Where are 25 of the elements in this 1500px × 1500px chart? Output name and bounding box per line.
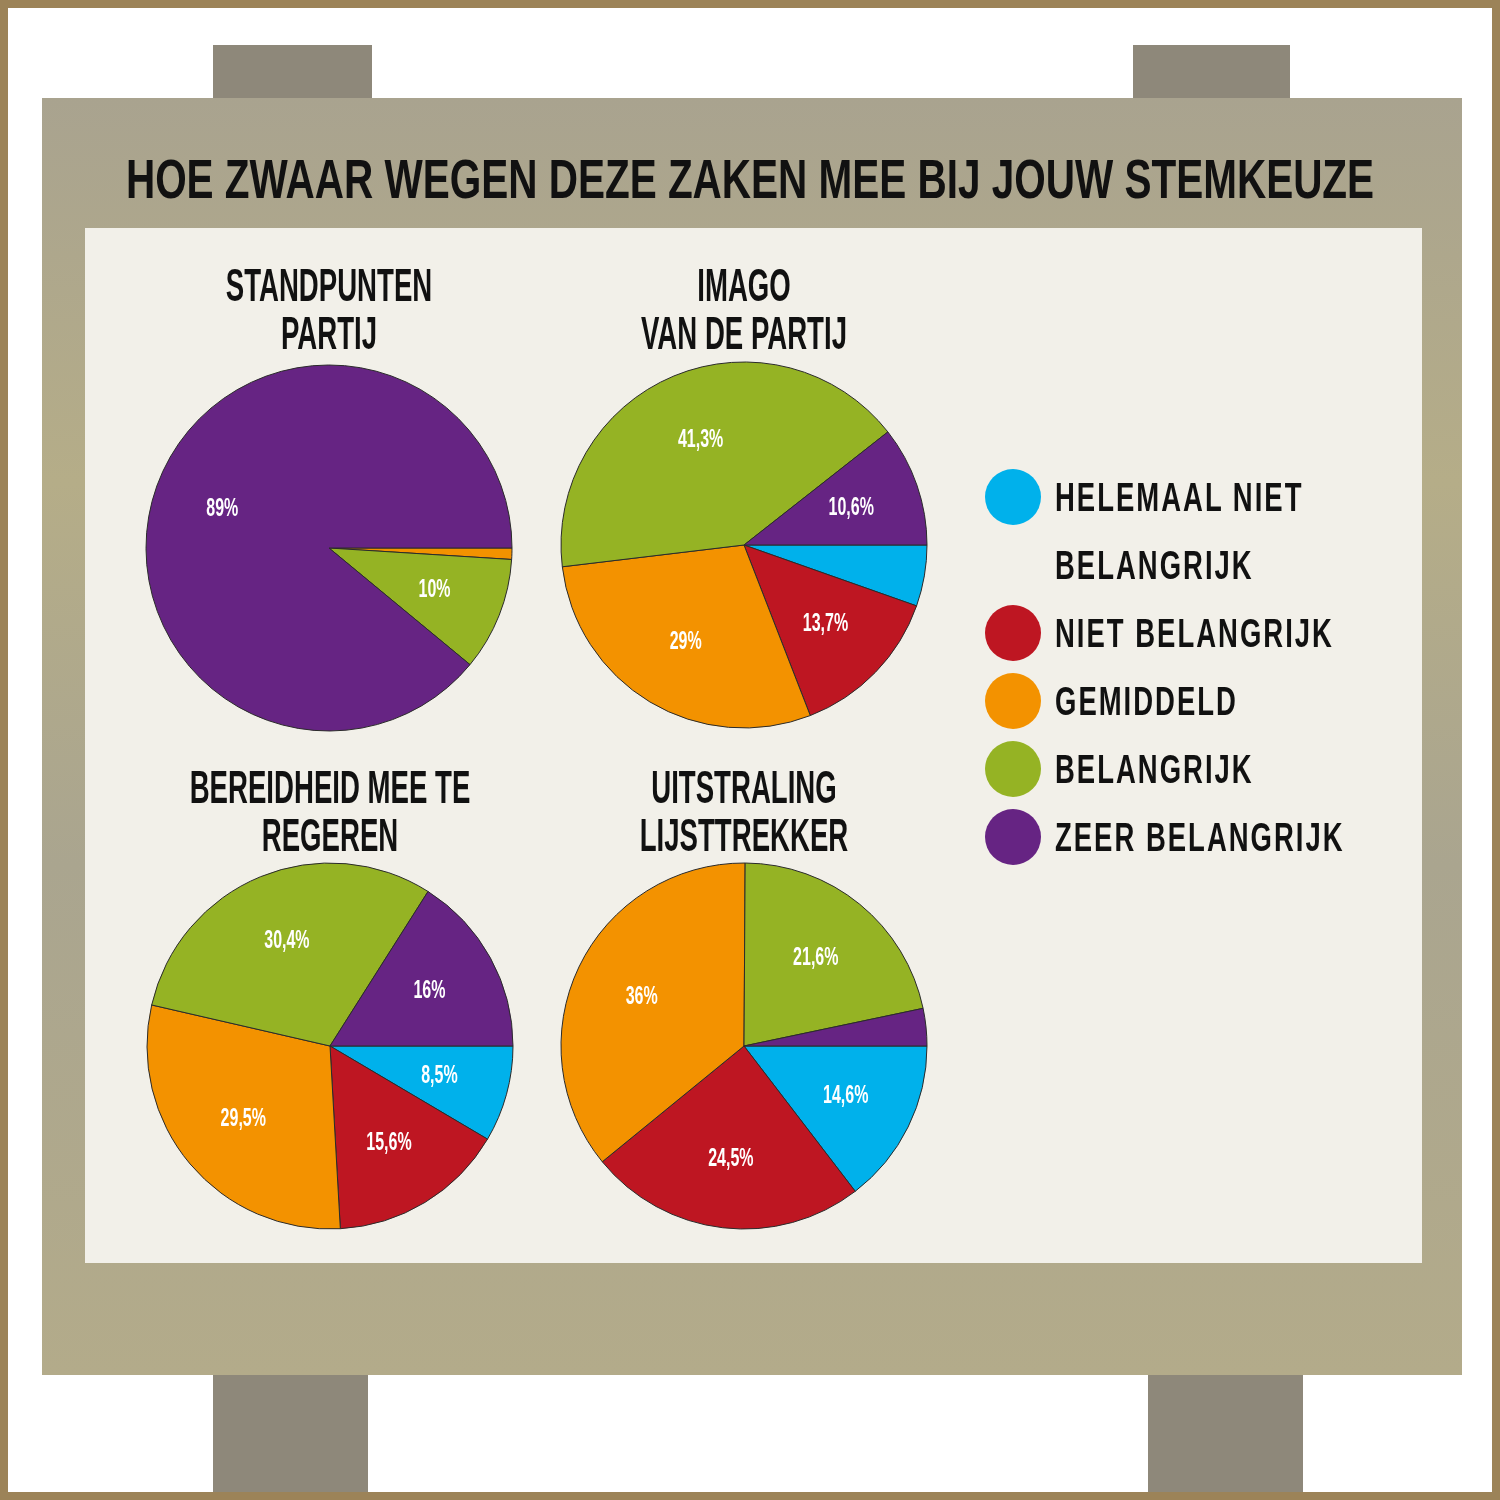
data-label: 41,3% [677,424,724,452]
legend-label: ZEER BELANGRIJK [1055,813,1345,862]
data-label: 24,5% [708,1142,754,1171]
data-label: 13,7% [802,608,849,636]
data-label: 8,5% [421,1060,458,1088]
legend-label: GEMIDDELD [1055,677,1238,726]
data-label: 14,6% [823,1080,869,1108]
data-label: 21,6% [793,942,839,970]
data-label: 30,4% [264,925,310,953]
data-label: 16% [413,975,446,1003]
data-label: 89% [206,493,239,522]
chart-title: UITSTRALING LIJSTTREKKER [639,761,849,861]
text: HOE ZWAAR WEGEN DEZE ZAKEN MEE BIJ JOUW STEMKEUZE [125,148,1375,210]
legend-label: NIET BELANGRIJK [1055,609,1334,658]
data-label: 10% [418,574,451,602]
data-label: 29,5% [220,1103,267,1131]
chart-title: IMAGO VAN DE PARTIJ [641,259,847,359]
chart-title: STANDPUNTEN PARTIJ [225,259,433,359]
data-label: 15,6% [366,1127,412,1155]
data-label: 36% [625,981,658,1009]
legend-label: BELANGRIJK [1055,745,1254,794]
legend-label: HELEMAAL NIET BELANGRIJK [1055,473,1305,590]
data-label: 10,6% [828,492,875,520]
data-label: 29% [669,626,702,654]
chart-title: BEREIDHEID MEE TE REGEREN [189,761,471,861]
